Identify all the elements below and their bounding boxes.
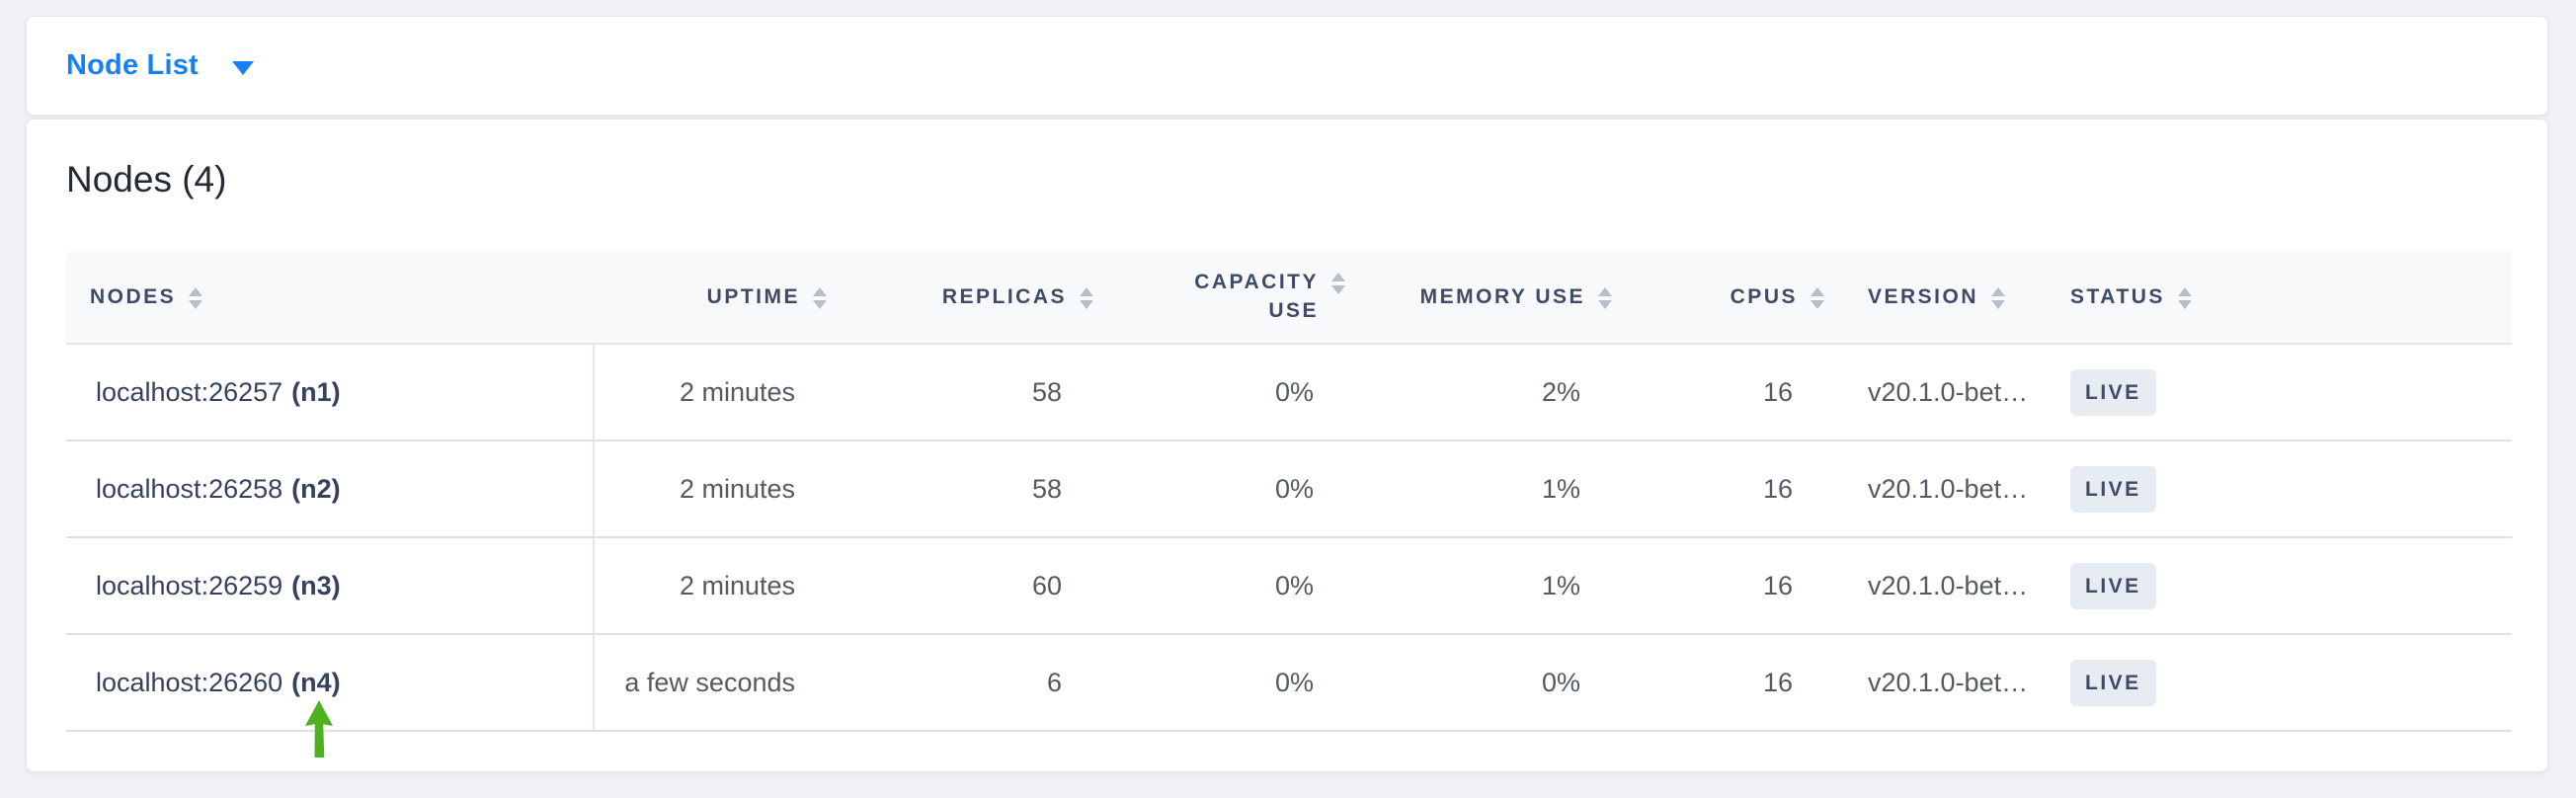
status-cell: LIVE: [2051, 344, 2512, 441]
column-header-memory-use[interactable]: MEMORY USE: [1359, 250, 1626, 345]
node-id: (n1): [291, 376, 341, 407]
capacity-use-cell: 0%: [1107, 634, 1359, 732]
capacity-use-cell: 0%: [1107, 440, 1359, 538]
replicas-cell: 60: [841, 537, 1107, 635]
table-row: localhost:26260 (n4) a few seconds 6 0% 0…: [66, 634, 2512, 732]
column-header-cpus[interactable]: CPUS: [1626, 250, 1838, 345]
cpus-cell: 16: [1626, 634, 1838, 732]
status-badge: LIVE: [2070, 562, 2156, 609]
column-label: CPUS: [1730, 284, 1798, 308]
node-address: localhost:26258: [96, 473, 283, 504]
uptime-cell: 2 minutes: [594, 344, 841, 441]
status-cell: LIVE: [2051, 634, 2512, 732]
sort-arrows-icon: [813, 286, 827, 309]
column-label: CAPACITY USE: [1194, 271, 1319, 322]
table-row: localhost:26258 (n2) 2 minutes 58 0% 1% 1…: [66, 440, 2512, 538]
column-label: REPLICAS: [941, 284, 1067, 308]
column-header-uptime[interactable]: UPTIME: [594, 250, 841, 345]
node-address: localhost:26259: [96, 570, 283, 600]
table-header: NODES UPTIME REPLICAS CAPACITY USE MEMOR…: [66, 250, 2512, 345]
sort-arrows-icon: [2177, 286, 2192, 309]
green-up-arrow-annotation: [305, 700, 333, 758]
uptime-cell: 2 minutes: [594, 440, 841, 538]
node-id: (n2): [291, 473, 341, 504]
memory-use-cell: 1%: [1359, 537, 1626, 635]
column-label: NODES: [90, 284, 177, 308]
caret-down-icon: [231, 60, 254, 75]
node-link[interactable]: localhost:26257 (n1): [96, 377, 341, 407]
node-address: localhost:26260: [96, 667, 283, 697]
version-cell: v20.1.0-bet…: [1838, 634, 2051, 732]
column-label: UPTIME: [706, 284, 800, 308]
sort-arrows-icon: [1080, 286, 1093, 309]
node-cell: localhost:26260 (n4): [66, 634, 595, 732]
view-switcher-bar: Node List: [26, 16, 2548, 116]
cpus-cell: 16: [1626, 537, 1838, 635]
node-cell: localhost:26257 (n1): [66, 344, 595, 441]
sort-arrows-icon: [1811, 286, 1824, 309]
column-header-capacity-use[interactable]: CAPACITY USE: [1107, 250, 1359, 345]
column-header-replicas[interactable]: REPLICAS: [841, 250, 1107, 345]
memory-use-cell: 2%: [1359, 344, 1626, 441]
version-cell: v20.1.0-bet…: [1838, 440, 2051, 538]
column-header-version[interactable]: VERSION: [1838, 250, 2051, 345]
memory-use-cell: 1%: [1359, 440, 1626, 538]
node-cell: localhost:26259 (n3): [66, 537, 595, 635]
node-list-dropdown[interactable]: Node List: [66, 49, 254, 82]
nodes-card: Nodes (4) NODES UPTIME REPLICAS: [26, 119, 2548, 772]
dropdown-label: Node List: [66, 49, 199, 81]
node-link[interactable]: localhost:26259 (n3): [96, 571, 341, 600]
sort-arrows-icon: [1991, 286, 2006, 309]
sort-arrows-icon: [189, 286, 203, 309]
version-cell: v20.1.0-bet…: [1838, 344, 2051, 441]
capacity-use-cell: 0%: [1107, 344, 1359, 441]
node-address: localhost:26257: [96, 376, 283, 407]
status-badge: LIVE: [2070, 659, 2156, 706]
sort-arrows-icon: [1598, 286, 1612, 309]
status-cell: LIVE: [2051, 537, 2512, 635]
page-title: Nodes (4): [66, 159, 227, 200]
table-row: localhost:26257 (n1) 2 minutes 58 0% 2% 1…: [66, 344, 2512, 441]
cpus-cell: 16: [1626, 440, 1838, 538]
sort-arrows-icon: [1331, 273, 1345, 294]
column-header-nodes[interactable]: NODES: [66, 250, 594, 345]
status-badge: LIVE: [2070, 465, 2156, 513]
memory-use-cell: 0%: [1359, 634, 1626, 732]
node-id: (n3): [291, 570, 341, 600]
node-cell: localhost:26258 (n2): [66, 440, 595, 538]
replicas-cell: 58: [841, 344, 1107, 441]
node-id: (n4): [291, 667, 341, 697]
node-link[interactable]: localhost:26258 (n2): [96, 474, 341, 504]
node-link[interactable]: localhost:26260 (n4): [96, 668, 341, 697]
column-label: MEMORY USE: [1419, 284, 1585, 308]
replicas-cell: 58: [841, 440, 1107, 538]
uptime-cell: 2 minutes: [594, 537, 841, 635]
column-label: STATUS: [2070, 284, 2165, 308]
table-row: localhost:26259 (n3) 2 minutes 60 0% 1% 1…: [66, 537, 2512, 635]
replicas-cell: 6: [841, 634, 1107, 732]
status-cell: LIVE: [2051, 440, 2512, 538]
version-cell: v20.1.0-bet…: [1838, 537, 2051, 635]
uptime-cell: a few seconds: [594, 634, 841, 732]
nodes-table: NODES UPTIME REPLICAS CAPACITY USE MEMOR…: [66, 250, 2512, 732]
cpus-cell: 16: [1626, 344, 1838, 441]
column-label: VERSION: [1868, 284, 1979, 308]
status-badge: LIVE: [2070, 368, 2156, 416]
capacity-use-cell: 0%: [1107, 537, 1359, 635]
column-header-status[interactable]: STATUS: [2051, 250, 2512, 345]
